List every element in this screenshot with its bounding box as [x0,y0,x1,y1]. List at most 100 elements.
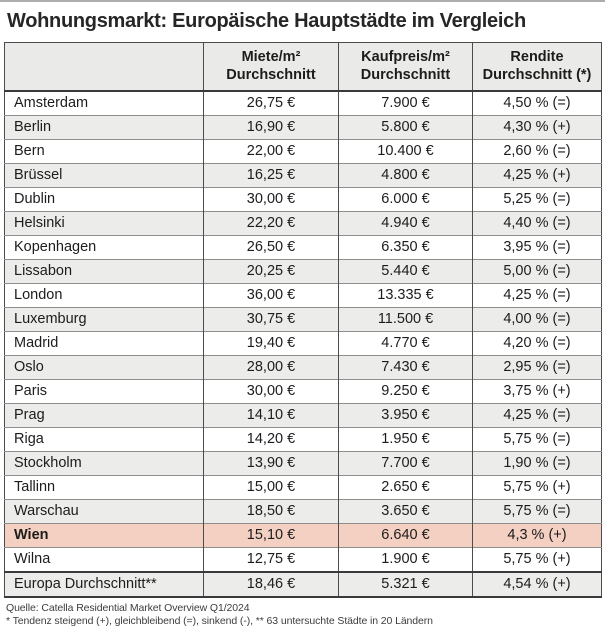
city-cell: Lissabon [4,259,204,284]
city-cell: Luxemburg [4,307,204,332]
rent-cell: 13,90 € [203,451,339,476]
price-cell: 11.500 € [338,307,473,332]
yield-cell: 5,75 % (+) [472,475,602,500]
yield-cell: 4,00 % (=) [472,307,602,332]
yield-cell: 5,25 % (=) [472,187,602,212]
city-cell: Warschau [4,499,204,524]
table-row: Oslo 28,00 €7.430 €2,95 % (=) [4,355,602,380]
city-cell: Helsinki [4,211,204,236]
yield-cell: 4,25 % (=) [472,283,602,308]
table-row: Prag 14,10 €3.950 €4,25 % (=) [4,403,602,428]
rent-cell: 30,00 € [203,379,339,404]
table-row: Paris 30,00 €9.250 €3,75 % (+) [4,379,602,404]
header-city [4,42,204,92]
rent-cell: 22,00 € [203,139,339,164]
city-cell: Kopenhagen [4,235,204,260]
rent-cell: 26,75 € [203,91,339,116]
rent-cell: 18,46 € [203,571,339,597]
header-rent: Miete/m² Durchschnitt [203,42,339,92]
price-cell: 5.321 € [338,571,473,597]
price-cell: 5.440 € [338,259,473,284]
price-cell: 9.250 € [338,379,473,404]
price-cell: 5.800 € [338,115,473,140]
city-cell: Berlin [4,115,204,140]
table-row: Bern 22,00 €10.400 €2,60 % (=) [4,139,602,164]
price-cell: 6.000 € [338,187,473,212]
table-row: Amsterdam 26,75 €7.900 €4,50 % (=) [4,91,602,116]
table-row: Warschau 18,50 €3.650 €5,75 % (=) [4,499,602,524]
city-cell: Oslo [4,355,204,380]
table-row: Luxemburg 30,75 €11.500 €4,00 % (=) [4,307,602,332]
header-price-line2: Durchschnitt [360,67,451,83]
price-cell: 7.700 € [338,451,473,476]
rent-cell: 14,10 € [203,403,339,428]
legend-note: * Tendenz steigend (+), gleichbleibend (… [6,615,433,627]
price-cell: 7.430 € [338,355,473,380]
price-cell: 3.950 € [338,403,473,428]
rent-cell: 20,25 € [203,259,339,284]
yield-cell: 5,75 % (=) [472,499,602,524]
price-cell: 10.400 € [338,139,473,164]
yield-cell: 5,75 % (+) [472,547,602,572]
rent-cell: 28,00 € [203,355,339,380]
housing-market-table: Miete/m² Durchschnitt Kaufpreis/m² Durch… [4,42,602,598]
rent-cell: 30,75 € [203,307,339,332]
city-cell: Paris [4,379,204,404]
rent-cell: 30,00 € [203,187,339,212]
table-row: London 36,00 €13.335 €4,25 % (=) [4,283,602,308]
table-row: Dublin 30,00 €6.000 €5,25 % (=) [4,187,602,212]
city-cell: Europa Durchschnitt** [4,571,204,597]
page-title: Wohnungsmarkt: Europäische Hauptstädte i… [7,10,526,32]
table-row: Europa Durchschnitt** 18,46 €5.321 €4,54 … [4,571,602,597]
table-row: Riga 14,20 €1.950 €5,75 % (=) [4,427,602,452]
yield-cell: 4,25 % (=) [472,403,602,428]
city-cell: Amsterdam [4,91,204,116]
header-rent-line2: Durchschnitt [226,67,316,83]
rent-cell: 16,25 € [203,163,339,188]
rent-cell: 19,40 € [203,331,339,356]
city-cell: Brüssel [4,163,204,188]
rent-cell: 22,20 € [203,211,339,236]
rent-cell: 26,50 € [203,235,339,260]
price-cell: 4.940 € [338,211,473,236]
price-cell: 6.350 € [338,235,473,260]
city-cell: Stockholm [4,451,204,476]
city-cell: Tallinn [4,475,204,500]
city-cell: Riga [4,427,204,452]
table-row: Berlin 16,90 €5.800 €4,30 % (+) [4,115,602,140]
price-cell: 13.335 € [338,283,473,308]
yield-cell: 1,90 % (=) [472,451,602,476]
city-cell: Wilna [4,547,204,572]
price-cell: 4.800 € [338,163,473,188]
header-price: Kaufpreis/m² Durchschnitt [338,42,473,92]
yield-cell: 4,50 % (=) [472,91,602,116]
price-cell: 1.900 € [338,547,473,572]
table-row: Stockholm 13,90 €7.700 €1,90 % (=) [4,451,602,476]
price-cell: 3.650 € [338,499,473,524]
table-row: Helsinki 22,20 €4.940 €4,40 % (=) [4,211,602,236]
yield-cell: 5,00 % (=) [472,259,602,284]
header-yield: Rendite Durchschnitt (*) [472,42,602,92]
city-cell: Wien [4,523,204,548]
price-cell: 2.650 € [338,475,473,500]
top-divider [0,0,605,2]
price-cell: 7.900 € [338,91,473,116]
table-header: Miete/m² Durchschnitt Kaufpreis/m² Durch… [4,42,602,92]
table-row: Madrid 19,40 €4.770 €4,20 % (=) [4,331,602,356]
yield-cell: 2,60 % (=) [472,139,602,164]
city-cell: Madrid [4,331,204,356]
table-row: Kopenhagen 26,50 €6.350 €3,95 % (=) [4,235,602,260]
price-cell: 4.770 € [338,331,473,356]
yield-cell: 4,3 % (+) [472,523,602,548]
yield-cell: 4,40 % (=) [472,211,602,236]
yield-cell: 4,20 % (=) [472,331,602,356]
yield-cell: 4,25 % (+) [472,163,602,188]
city-cell: Bern [4,139,204,164]
table-footer: Quelle: Catella Residential Market Overv… [6,602,605,628]
rent-cell: 14,20 € [203,427,339,452]
yield-cell: 3,75 % (+) [472,379,602,404]
yield-cell: 2,95 % (=) [472,355,602,380]
table-body: Amsterdam 26,75 €7.900 €4,50 % (=) Berlin 1… [4,91,602,597]
header-price-line1: Kaufpreis/m² [361,49,450,65]
source-note: Quelle: Catella Residential Market Overv… [6,602,250,614]
